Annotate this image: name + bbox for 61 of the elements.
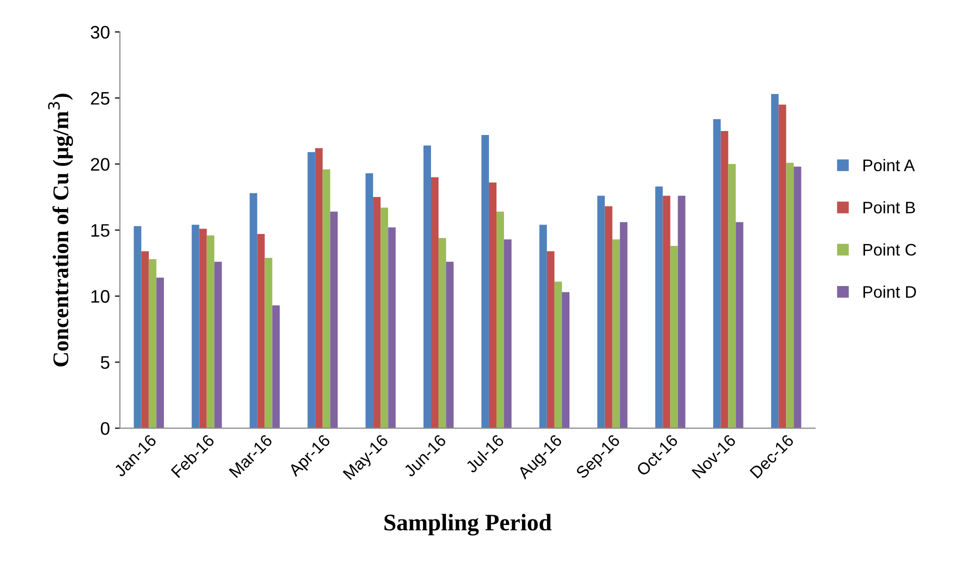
bar [156,278,164,428]
legend-label: Point D [863,286,916,298]
bar [678,196,686,428]
bar [597,196,605,428]
legend-label: Point C [863,243,916,256]
bar [554,282,562,428]
bar [496,212,504,428]
y-tick-label: 25 [90,92,110,105]
bar [481,134,489,428]
bar [438,238,446,428]
bar [330,212,338,428]
y-tick-label: 20 [90,158,110,171]
bar [728,164,736,428]
bar [713,119,721,428]
bar [431,177,439,428]
bar [250,193,258,428]
bar [620,222,628,428]
bar [214,262,222,428]
bar [794,166,802,428]
bar [322,169,330,428]
y-tick-label: 30 [90,26,110,39]
bar [315,148,323,428]
bar [488,182,496,428]
bar [134,226,142,428]
y-tick-label: 10 [91,290,110,303]
bar [380,208,388,428]
y-tick-label: 5 [100,356,110,369]
bar [736,222,744,428]
bar [539,224,547,428]
legend-label: Point A [863,159,915,172]
bar [662,196,670,428]
bar [562,292,570,428]
bar [786,162,794,428]
bar [264,258,272,428]
legend-label: Point B [863,201,915,214]
bar [373,197,381,428]
bar [366,173,374,428]
bar [655,186,663,428]
bar [141,251,149,428]
bar [504,239,512,428]
bar [257,234,265,428]
bar [423,146,432,428]
bar [612,239,620,428]
bar [308,152,316,428]
bar [388,227,396,428]
bar [206,235,214,428]
x-axis-title: Sampling Period [384,514,552,536]
y-tick-label: 0 [100,422,110,435]
bar [192,224,200,428]
bar [446,262,454,428]
y-tick-label: 15 [91,224,110,237]
bar [778,104,786,428]
bar [720,131,728,428]
bar [670,246,678,428]
bar [771,94,779,428]
bar [148,259,156,428]
y-axis-title: Concentration of Cu (µg/m$^{3}$) [48,94,74,366]
bar [546,251,554,428]
bar [199,228,207,428]
bar [604,206,612,428]
bar [272,305,280,428]
